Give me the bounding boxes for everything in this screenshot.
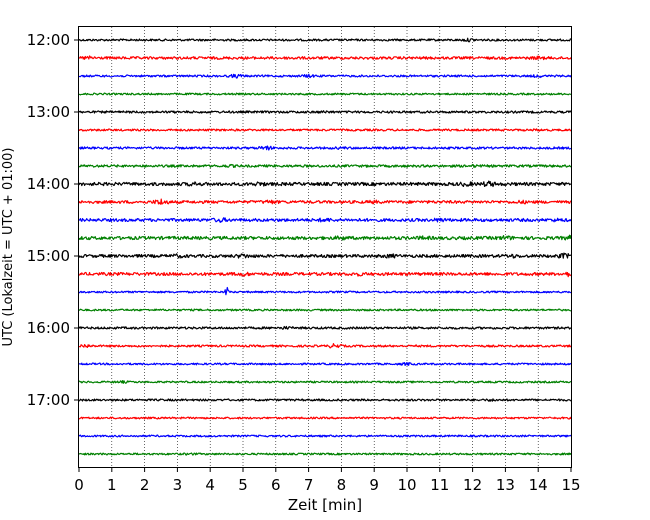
y-axis-ticks: 12:00 13:00 14:00 15:00 16:00 17:00 <box>27 31 79 409</box>
x-tick-label: 7 <box>304 476 314 494</box>
x-tick-label: 10 <box>397 476 416 494</box>
x-tick-label: 9 <box>369 476 379 494</box>
x-axis-ticks: 0 1 2 3 4 5 6 7 8 9 10 11 12 13 14 15 <box>74 467 581 494</box>
x-tick-label: 11 <box>430 476 449 494</box>
trace-1430 <box>78 217 572 223</box>
trace-1245 <box>78 92 572 96</box>
trace-1330 <box>78 145 572 151</box>
x-tick-label: 5 <box>238 476 248 494</box>
grid-lines <box>111 27 539 467</box>
x-tick-label: 8 <box>337 476 347 494</box>
plot-frame <box>78 26 572 468</box>
trace-1230 <box>78 73 572 79</box>
trace-1715 <box>78 416 572 420</box>
x-tick-label: 2 <box>140 476 150 494</box>
x-tick-label: 6 <box>271 476 281 494</box>
trace-1530 <box>78 286 572 296</box>
trace-1700 <box>78 398 572 402</box>
x-tick-label: 14 <box>529 476 548 494</box>
x-tick-label: 3 <box>173 476 183 494</box>
trace-1215 <box>78 55 572 61</box>
trace-1400 <box>78 180 572 188</box>
trace-1500 <box>78 252 572 259</box>
trace-1415 <box>78 198 572 205</box>
x-tick-label: 1 <box>107 476 117 494</box>
trace-1545 <box>78 308 572 312</box>
trace-1345 <box>78 163 572 169</box>
trace-1600 <box>78 325 572 330</box>
y-axis-label: UTC (Lokalzeit = UTC + 01:00) <box>1 148 16 347</box>
trace-1315 <box>78 128 572 132</box>
trace-1445 <box>78 234 572 241</box>
y-tick-label: 16:00 <box>27 319 70 337</box>
trace-1300 <box>78 110 572 114</box>
trace-1745 <box>78 452 572 456</box>
trace-1615 <box>78 343 572 349</box>
x-tick-label: 0 <box>74 476 84 494</box>
traces <box>78 37 572 456</box>
x-tick-label: 12 <box>463 476 482 494</box>
trace-1730 <box>78 434 572 438</box>
y-tick-label: 17:00 <box>27 391 70 409</box>
y-tick-label: 12:00 <box>27 31 70 49</box>
trace-1515 <box>78 271 572 278</box>
x-tick-label: 15 <box>561 476 580 494</box>
x-tick-label: 4 <box>205 476 215 494</box>
trace-1630 <box>78 362 572 367</box>
trace-1200 <box>78 37 572 43</box>
y-tick-label: 13:00 <box>27 103 70 121</box>
y-tick-label: 14:00 <box>27 175 70 193</box>
y-tick-label: 15:00 <box>27 247 70 265</box>
x-axis-label: Zeit [min] <box>288 496 362 514</box>
x-tick-label: 13 <box>496 476 515 494</box>
trace-1645 <box>78 380 572 384</box>
